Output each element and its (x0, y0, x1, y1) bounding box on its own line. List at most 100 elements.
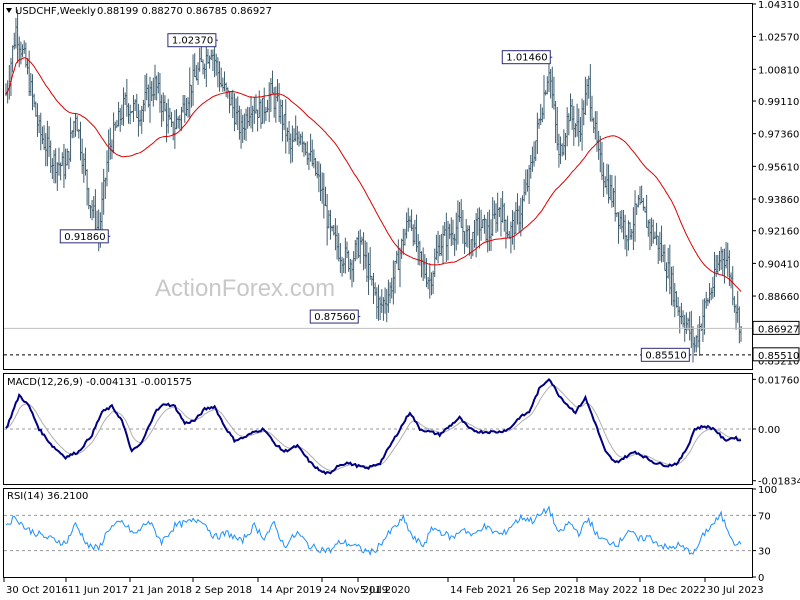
price-bar (551, 66, 554, 109)
price-bar (104, 177, 107, 199)
price-bar (218, 61, 221, 92)
price-bar (581, 98, 584, 151)
price-bar (170, 111, 173, 128)
price-bar (526, 169, 529, 192)
swing-label-text: 1.02370 (172, 36, 213, 47)
price-bar (357, 230, 360, 258)
price-bar (577, 108, 580, 147)
price-bar (153, 64, 156, 101)
price-bar (456, 200, 459, 245)
price-bar (112, 112, 115, 154)
price-bar (731, 266, 734, 306)
price-bar (57, 147, 60, 176)
price-bar (410, 209, 413, 231)
price-bar (518, 205, 521, 233)
price-bar (617, 212, 620, 244)
price-bar (740, 326, 742, 342)
price-bar (600, 141, 603, 181)
price-bar (460, 199, 463, 228)
price-bar (322, 172, 325, 219)
price-bar (561, 143, 564, 157)
price-bar (28, 50, 31, 96)
price-bar (430, 272, 433, 296)
price-bar (451, 219, 454, 246)
price-bar (326, 193, 329, 246)
price-bar (172, 121, 175, 141)
price-tick-label: 1.00810 (758, 65, 799, 76)
price-bar (48, 126, 51, 157)
price-bar (549, 69, 552, 99)
price-bar (675, 291, 678, 308)
rsi-tick-label: 70 (758, 511, 771, 522)
price-bar (349, 258, 352, 280)
price-bar (362, 232, 365, 271)
price-bar (706, 298, 709, 307)
price-bar (283, 114, 286, 131)
price-bar (495, 203, 497, 233)
price-bar (432, 270, 435, 295)
price-bar (253, 96, 256, 124)
price-bar (268, 82, 271, 123)
macd-lines (5, 377, 742, 476)
swing-annotation: 0.87560 (309, 309, 361, 324)
price-bar (392, 260, 395, 305)
swing-annotation: 0.85510 (640, 347, 692, 362)
price-bar (612, 188, 615, 208)
price-bar (81, 138, 84, 174)
time-axis: 30 Oct 2016 11 Jun 2017 21 Jan 2018 2 Sep 2… (3, 577, 764, 596)
price-bar (183, 95, 186, 123)
price-bar (354, 239, 357, 262)
price-tick-label: 0.99110 (758, 97, 799, 108)
swing-label-text: 1.01460 (506, 53, 547, 64)
price-bar (187, 97, 190, 118)
current-price-box (752, 320, 800, 335)
price-bar (375, 287, 378, 320)
price-bar (529, 154, 532, 179)
price-tick-label: 1.04310 (758, 0, 799, 11)
price-bar (61, 152, 64, 167)
price-bar (13, 32, 16, 50)
price-bar (49, 140, 52, 173)
price-bar (34, 101, 37, 117)
rsi-tick-label: 0 (758, 573, 764, 584)
price-bar (43, 125, 46, 150)
price-bar (455, 212, 458, 251)
swing-annotation: 0.91860 (59, 229, 111, 244)
price-bar (201, 59, 204, 75)
price-bar (160, 94, 163, 127)
price-bar (72, 120, 75, 138)
price-bar (592, 117, 595, 134)
price-bar (589, 64, 592, 122)
price-bar (571, 98, 574, 130)
price-bar (738, 306, 741, 344)
price-bar (420, 251, 423, 278)
price-bar (51, 158, 54, 180)
price-bar (64, 148, 67, 180)
price-bar (678, 306, 681, 334)
price-bar (44, 133, 47, 167)
price-tick-label: 0.93860 (758, 195, 799, 206)
price-bar (653, 231, 656, 240)
price-bar (158, 73, 161, 113)
price-bar (235, 98, 238, 125)
price-bar (36, 103, 39, 137)
price-bar (576, 103, 579, 137)
price-bar (496, 192, 499, 232)
price-bar (117, 101, 120, 127)
price-bar (304, 142, 307, 156)
price-bar (122, 87, 125, 126)
macd-main-line (5, 377, 742, 476)
price-bar (693, 336, 696, 353)
price-bar (132, 94, 135, 122)
price-bar (418, 240, 421, 266)
price-bar (306, 141, 309, 165)
price-bar (478, 207, 481, 249)
price-bar (559, 136, 562, 165)
price-bar (579, 117, 582, 142)
price-bar (220, 67, 223, 88)
rsi-series-line (5, 505, 742, 557)
price-bar (652, 219, 655, 244)
collapse-triangle-icon[interactable] (6, 8, 12, 13)
price-bar (523, 179, 526, 202)
price-bar (163, 95, 166, 112)
